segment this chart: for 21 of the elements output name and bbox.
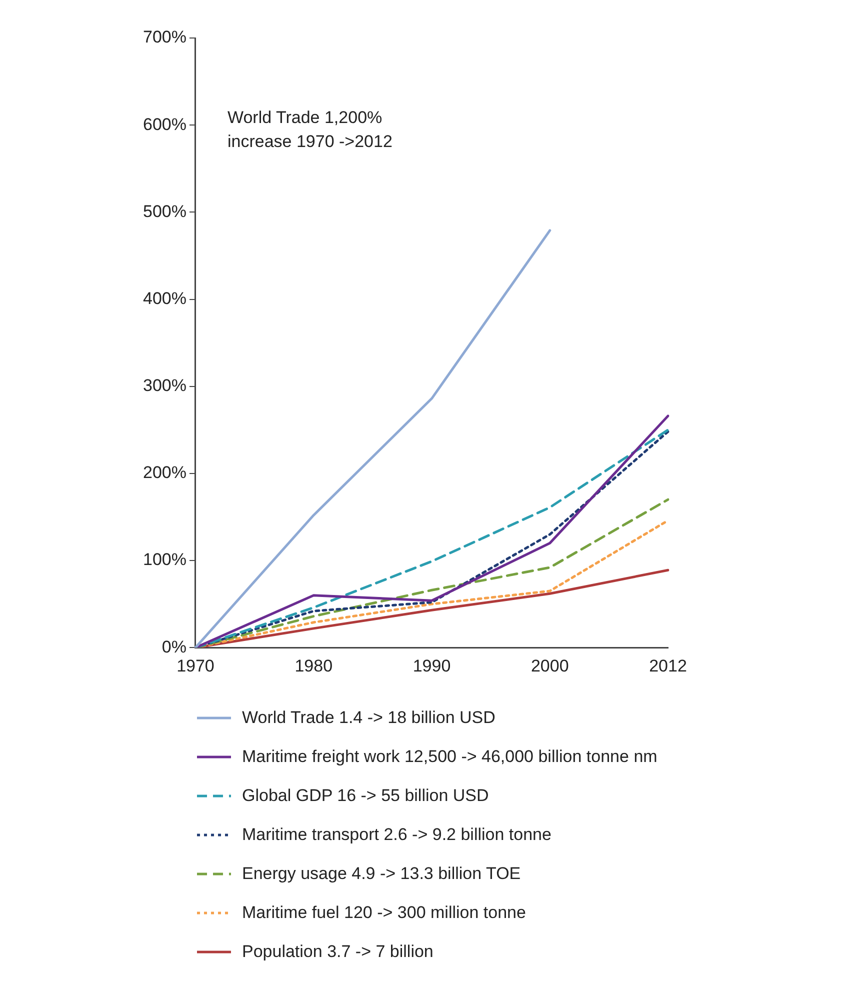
y-tick-label: 200% [142, 463, 186, 482]
y-tick-label: 400% [142, 288, 186, 308]
y-tick-label: 0% [162, 637, 186, 656]
x-tick-label: 2012 [649, 656, 687, 676]
y-tick-label: 700% [142, 28, 186, 47]
x-tick-label: 1990 [412, 656, 451, 676]
legend-label: Global GDP 16 -> 55 billion USD [242, 786, 489, 806]
legend-label: Energy usage 4.9 -> 13.3 billion TOE [242, 864, 521, 884]
y-tick-label: 300% [142, 376, 186, 396]
legend-label: World Trade 1.4 -> 18 billion USD [242, 708, 496, 728]
legend-label: Population 3.7 -> 7 billion [242, 942, 434, 962]
legend-label: Maritime fuel 120 -> 300 million tonne [242, 902, 526, 922]
x-tick-label: 2000 [530, 656, 569, 676]
y-tick-label: 600% [142, 114, 186, 134]
y-tick-label: 100% [142, 550, 186, 570]
legend-label: Maritime transport 2.6 -> 9.2 billion tonne [242, 824, 552, 844]
legend-label: Maritime freight work 12,500 -> 46,000 billion tonne nm [242, 746, 658, 766]
annotation: World Trade 1,200% increase 1970 ->2012 [227, 108, 392, 152]
x-tick-label: 1970 [176, 656, 214, 676]
y-tick-label: 500% [142, 202, 186, 221]
x-tick-label: 1980 [294, 656, 333, 676]
